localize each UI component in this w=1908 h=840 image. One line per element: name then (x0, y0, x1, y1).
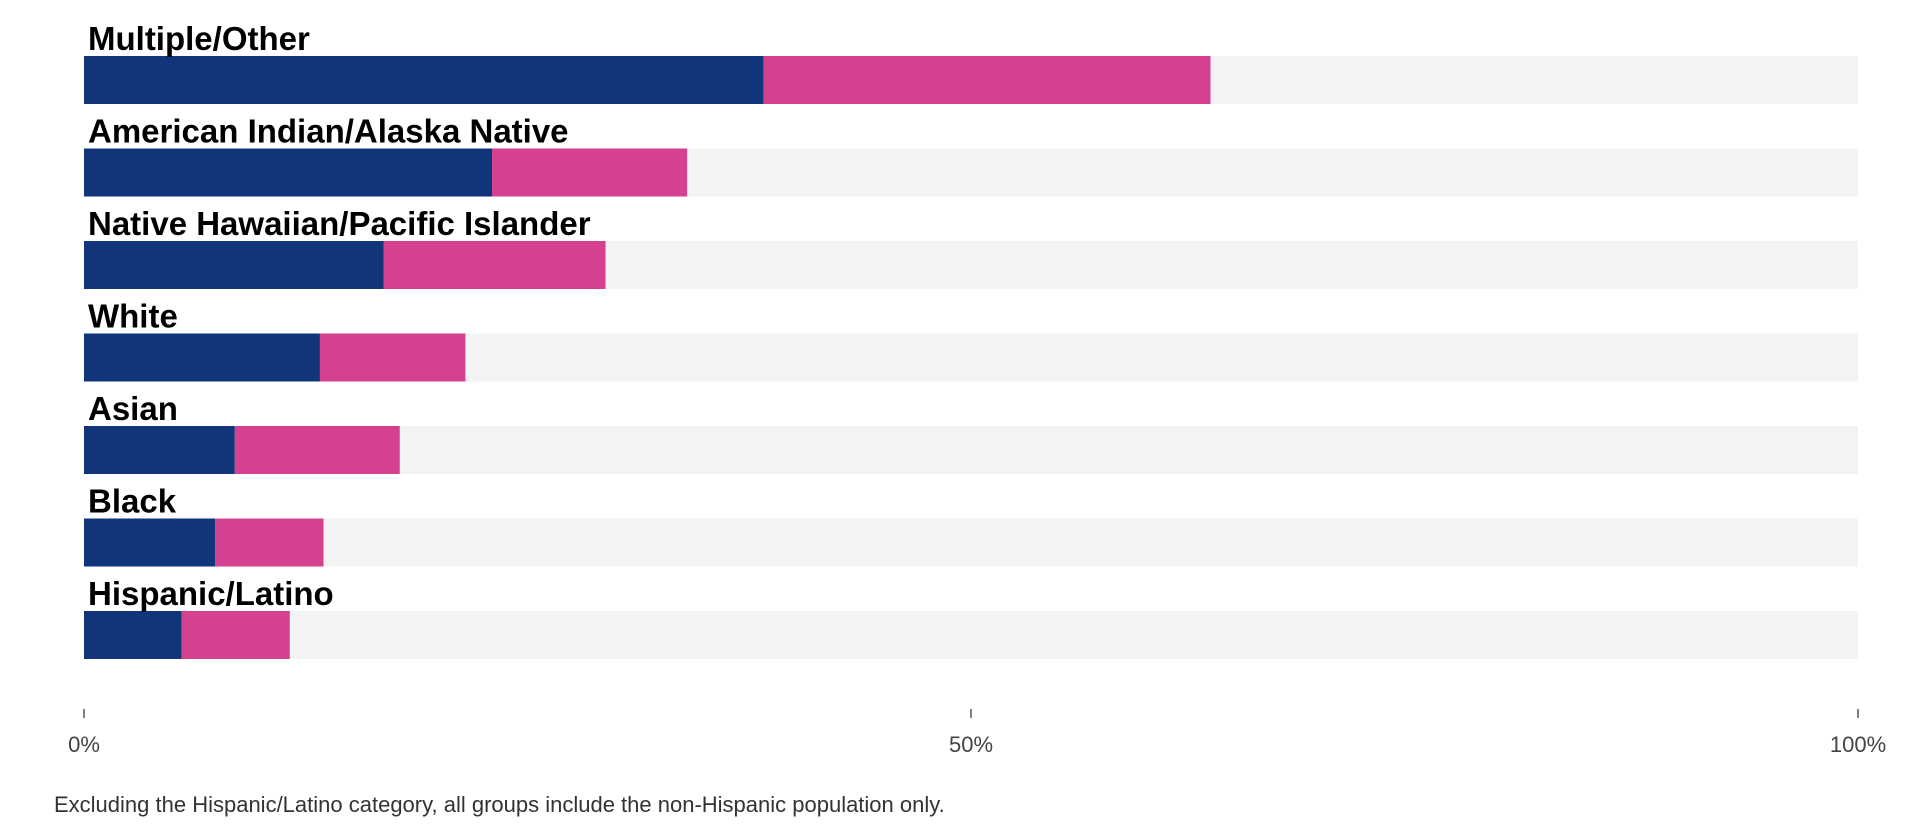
bar-segment-1 (84, 241, 384, 289)
bar-row-hispanic-latino: Hispanic/Latino (84, 575, 1858, 659)
bar-segment-2 (319, 333, 466, 382)
category-label: White (88, 298, 178, 335)
bar-segment-1 (84, 333, 320, 382)
bar-segment-1 (84, 148, 493, 197)
x-tick-label: 0% (68, 732, 100, 757)
bar-rows: Multiple/Other American Indian/Alaska Nat… (84, 20, 1858, 659)
bar-segment-2 (383, 241, 606, 289)
bar-segment-1 (84, 56, 764, 104)
bar-segment-2 (181, 611, 290, 659)
bar-row-american-indian-alaska-native: American Indian/Alaska Native (84, 113, 1858, 197)
bar-row-native-hawaiian-pacific-islander: Native Hawaiian/Pacific Islander (84, 205, 1858, 289)
category-label: Native Hawaiian/Pacific Islander (88, 205, 591, 242)
bar-segment-2 (215, 518, 324, 567)
x-tick-label: 50% (949, 732, 993, 757)
bar-segment-1 (84, 426, 235, 474)
bar-track (84, 518, 1858, 567)
bar-row-asian: Asian (84, 390, 1858, 474)
bar-row-white: White (84, 298, 1858, 382)
footnote: Excluding the Hispanic/Latino category, … (54, 792, 945, 817)
x-tick-label: 100% (1830, 732, 1886, 757)
bar-segment-2 (492, 148, 688, 197)
category-label: Black (88, 483, 177, 520)
category-label: Multiple/Other (88, 20, 310, 57)
bar-segment-2 (234, 426, 400, 474)
category-label: Asian (88, 390, 178, 427)
category-label: Hispanic/Latino (88, 575, 334, 612)
bar-track (84, 611, 1858, 659)
bar-row-multiple-other: Multiple/Other (84, 20, 1858, 104)
category-label: American Indian/Alaska Native (88, 113, 569, 150)
bar-segment-1 (84, 611, 182, 659)
bar-row-black: Black (84, 483, 1858, 567)
x-axis: 0% 50% 100% (68, 709, 1886, 757)
bar-segment-1 (84, 518, 216, 567)
stacked-bar-chart: Multiple/Other American Indian/Alaska Nat… (68, 20, 1886, 757)
bar-segment-2 (763, 56, 1211, 104)
